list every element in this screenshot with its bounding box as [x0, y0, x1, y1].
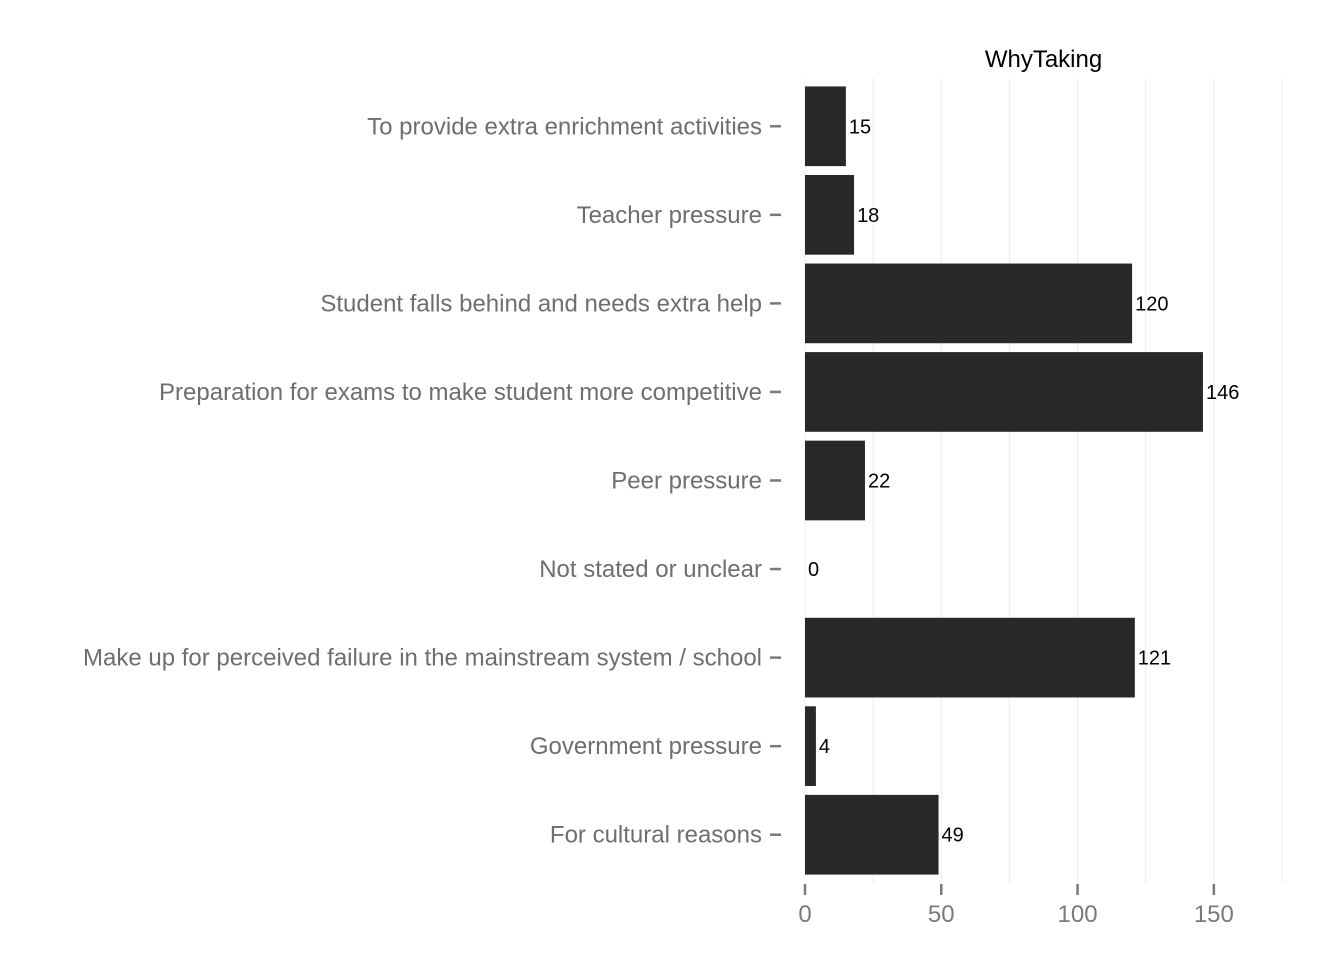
value-labels: 15 18 120 146 22 0 121 4 49	[808, 116, 1239, 846]
value-label: 15	[849, 116, 871, 138]
category-label: For cultural reasons	[550, 822, 762, 849]
value-label: 4	[819, 736, 830, 758]
value-label: 146	[1206, 382, 1239, 404]
value-tick-label: 0	[798, 901, 811, 928]
value-tick-label: 150	[1194, 901, 1234, 928]
value-label: 121	[1138, 648, 1171, 670]
category-axis: To provide extra enrichment activities Te…	[83, 113, 781, 849]
bar	[805, 440, 865, 521]
bars	[805, 86, 1203, 875]
value-label: 22	[868, 471, 890, 493]
category-label: Government pressure	[530, 733, 762, 760]
value-tick-label: 100	[1058, 901, 1098, 928]
bar	[805, 617, 1135, 698]
bar	[805, 174, 855, 255]
bar	[805, 263, 1133, 344]
value-axis: 0 50 100 150	[798, 884, 1234, 928]
bar	[805, 352, 1203, 432]
category-label: Teacher pressure	[577, 202, 762, 229]
value-tick-label: 50	[928, 901, 955, 928]
bar	[805, 706, 816, 787]
grid-lines	[804, 78, 1283, 883]
category-label: Make up for perceived failure in the mai…	[83, 645, 762, 672]
chart-title: WhyTaking	[985, 46, 1102, 73]
category-label: To provide extra enrichment activities	[367, 113, 762, 140]
category-label: Student falls behind and needs extra hel…	[320, 290, 762, 317]
bar	[805, 794, 939, 875]
category-label: Preparation for exams to make student mo…	[159, 379, 762, 406]
value-label: 0	[808, 559, 819, 581]
value-label: 18	[857, 205, 879, 227]
value-label: 49	[942, 825, 964, 847]
category-label: Not stated or unclear	[539, 556, 762, 583]
value-label: 120	[1135, 293, 1168, 315]
bar	[805, 86, 846, 167]
category-label: Peer pressure	[611, 468, 762, 495]
